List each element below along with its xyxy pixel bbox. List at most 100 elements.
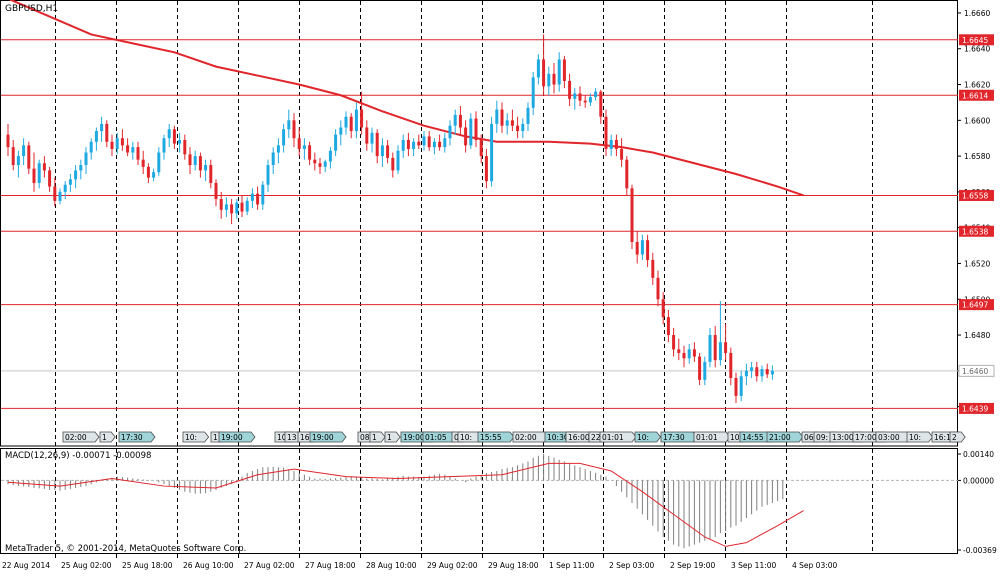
candle-body xyxy=(204,165,208,171)
event-tag-shape[interactable] xyxy=(182,431,210,443)
candle-body xyxy=(469,118,473,146)
price-axis[interactable]: 1.66601.66401.66201.66001.65801.65601.65… xyxy=(958,9,995,414)
level-price-badge[interactable] xyxy=(959,189,994,201)
event-tag[interactable]: 10: xyxy=(182,431,210,443)
candle-body xyxy=(651,259,655,278)
time-tick-label: 27 Aug 02:00 xyxy=(244,561,295,570)
event-tag-shape[interactable] xyxy=(309,431,347,443)
candle xyxy=(240,195,244,217)
candle xyxy=(349,113,353,139)
event-tag[interactable]: 17:30 xyxy=(118,431,156,443)
candle xyxy=(11,140,15,171)
level-price-badge[interactable] xyxy=(959,225,994,237)
candle xyxy=(214,179,218,207)
event-tag[interactable]: 2 xyxy=(949,431,966,443)
candle xyxy=(152,168,156,182)
candle xyxy=(495,100,499,133)
event-tag-label: 16 xyxy=(300,433,310,442)
candle-body xyxy=(765,369,769,375)
event-tag-shape[interactable] xyxy=(218,431,256,443)
event-tag[interactable]: 17:30 xyxy=(660,431,698,443)
event-tag-shape[interactable] xyxy=(369,431,386,443)
candle xyxy=(500,102,504,133)
event-tag[interactable]: 10: xyxy=(906,431,934,443)
candle xyxy=(640,234,644,260)
candle xyxy=(16,150,20,178)
candle-body xyxy=(708,335,712,362)
candle xyxy=(219,191,223,219)
event-tag[interactable]: 01:01 xyxy=(599,431,637,443)
candle xyxy=(308,141,312,166)
event-tag-shape[interactable] xyxy=(634,431,662,443)
event-tag-shape[interactable] xyxy=(906,431,934,443)
current-price-label: 1.6460 xyxy=(962,367,988,376)
price-tick-label: 1.6640 xyxy=(964,45,990,54)
level-price-badge[interactable] xyxy=(959,299,994,311)
level-price-label: 1.6439 xyxy=(962,404,988,413)
candle xyxy=(287,109,291,139)
candle-body xyxy=(323,161,327,167)
event-tag[interactable]: 10: xyxy=(634,431,662,443)
candle xyxy=(479,134,483,164)
event-tag-shape[interactable] xyxy=(384,431,401,443)
candle xyxy=(536,54,540,85)
candle xyxy=(417,134,421,149)
candle xyxy=(396,145,400,174)
event-tag[interactable]: 02:00 xyxy=(512,431,550,443)
event-tag-shape[interactable] xyxy=(599,431,637,443)
candle xyxy=(323,159,327,173)
event-tag[interactable]: 1 xyxy=(384,431,401,443)
macd-title: MACD(12,26,9) -0.00071 -0.00098 xyxy=(5,451,151,461)
event-tag-shape[interactable] xyxy=(766,431,804,443)
candle-body xyxy=(308,145,312,160)
event-tag[interactable]: 15:55 xyxy=(477,431,515,443)
time-axis[interactable]: 22 Aug 2014 25 Aug 02:00 25 Aug 18:00 26 Au… xyxy=(2,554,838,570)
event-tag[interactable]: 19:00 xyxy=(218,431,256,443)
candle-body xyxy=(521,123,525,132)
event-tag[interactable]: 1 xyxy=(369,431,386,443)
event-tag-shape[interactable] xyxy=(118,431,156,443)
candle xyxy=(505,113,509,135)
candle xyxy=(120,129,124,151)
event-tag[interactable]: 21:00 xyxy=(766,431,804,443)
level-price-badge[interactable] xyxy=(959,402,994,414)
candle xyxy=(22,138,26,166)
candle-body xyxy=(136,147,140,160)
candle xyxy=(94,127,98,151)
event-tag[interactable]: 1 xyxy=(99,431,116,443)
candle-body xyxy=(27,145,31,169)
horizontal-levels[interactable] xyxy=(1,39,958,409)
level-price-badge[interactable] xyxy=(959,89,994,101)
price-tick-label: 1.6520 xyxy=(964,259,990,268)
event-tag-shape[interactable] xyxy=(62,431,100,443)
event-tag-shape[interactable] xyxy=(949,431,966,443)
current-price-badge xyxy=(958,364,995,377)
event-tag-label: 17:00 xyxy=(855,433,877,442)
candle xyxy=(245,197,249,216)
candle xyxy=(42,156,46,178)
event-tag[interactable]: 02:00 xyxy=(62,431,100,443)
candle xyxy=(474,111,478,148)
event-tag-label: 1 xyxy=(387,433,392,442)
candle-body xyxy=(604,116,608,149)
event-tag[interactable]: 01:01 xyxy=(693,431,731,443)
event-tag-shape[interactable] xyxy=(477,431,515,443)
candle-body xyxy=(744,370,748,377)
candle xyxy=(557,52,561,92)
level-price-badge[interactable] xyxy=(959,34,994,46)
event-tags[interactable]: 02:00 1 17:30 10: 1 19:00 10 13 16 19:00 08: 1 1 19:0… xyxy=(62,431,966,443)
candle-body xyxy=(495,109,499,124)
candle xyxy=(547,66,551,96)
candle xyxy=(755,361,759,382)
candle-body xyxy=(146,166,150,178)
candle xyxy=(360,91,364,135)
event-tag-shape[interactable] xyxy=(99,431,116,443)
candle-body xyxy=(214,182,218,200)
event-tag[interactable]: 19:00 xyxy=(309,431,347,443)
candle xyxy=(27,141,31,174)
candle-body xyxy=(417,141,421,146)
candle xyxy=(328,147,332,169)
candle-body xyxy=(250,193,254,201)
